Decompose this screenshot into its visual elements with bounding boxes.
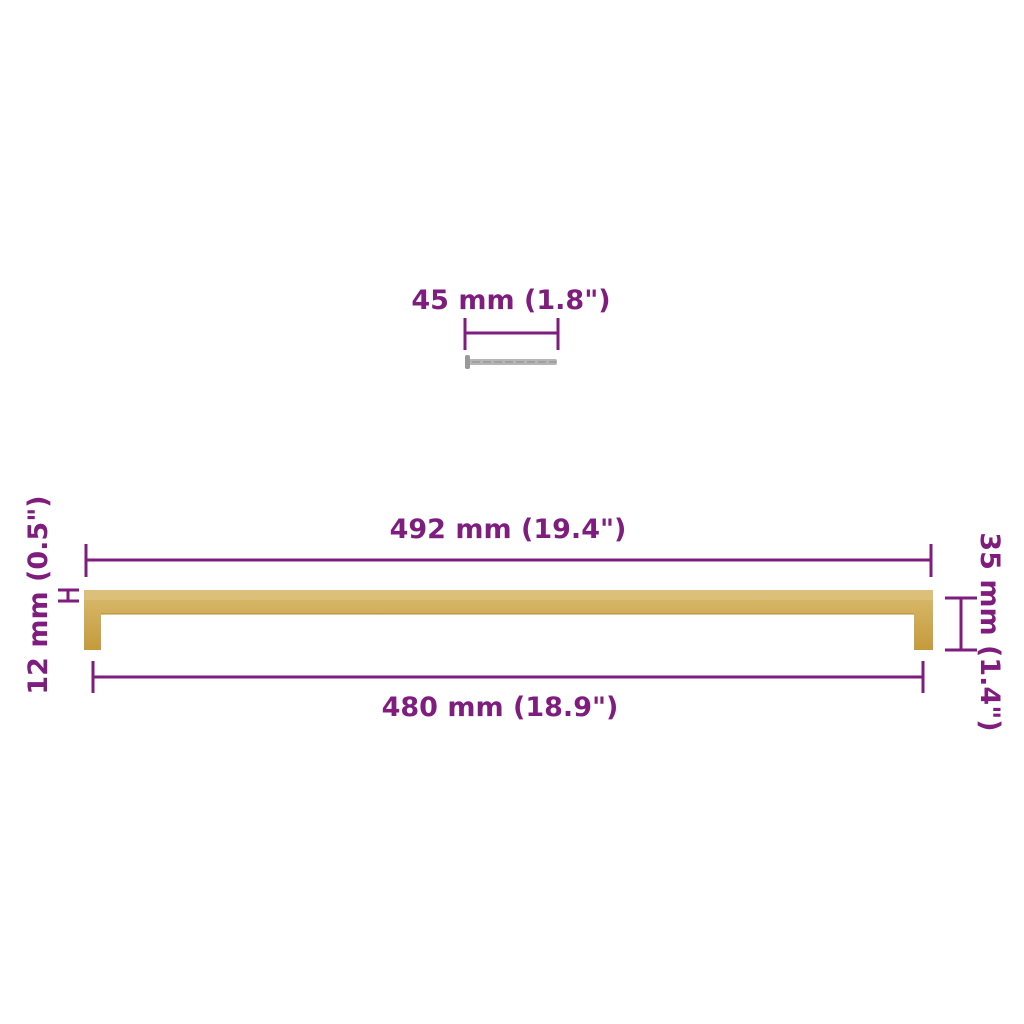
hole-spacing-dimension-line (91, 661, 925, 693)
screw-length-label: 45 mm (1.8") (411, 285, 610, 316)
height-label: 35 mm (1.4") (974, 532, 1005, 731)
bar-thickness-dimension-line (58, 588, 79, 603)
height-dimension-line (945, 596, 977, 652)
bar-thickness-label: 12 mm (0.5") (23, 495, 54, 694)
screw-image (465, 355, 557, 369)
hole-spacing-label: 480 mm (18.9") (382, 692, 619, 723)
handle-image (84, 590, 933, 650)
overall-length-label: 492 mm (19.4") (390, 514, 627, 545)
screw-length-dimension-line (463, 318, 560, 350)
overall-length-dimension-line (84, 544, 933, 577)
